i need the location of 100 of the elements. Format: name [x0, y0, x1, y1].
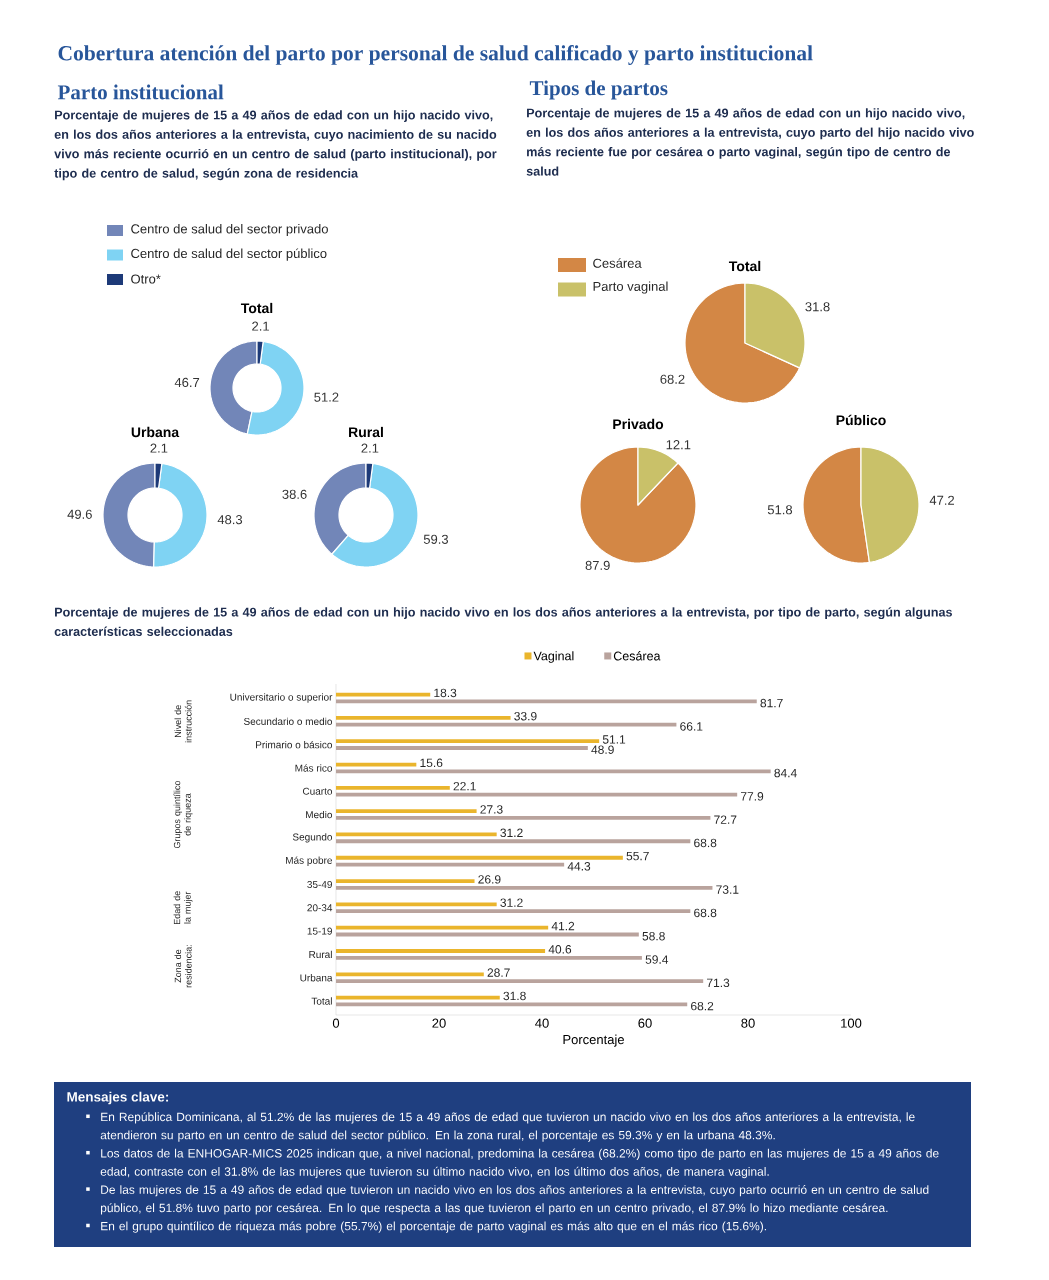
data-label: 71.3 — [707, 978, 730, 988]
legend-label: Cesárea — [593, 258, 642, 268]
chart-title: Porcentaje de mujeres de 15 a 49 años de edad con un hijo nacido vivo en los dos años anteriores a la entrevista, por tipo de parto, según algunas características seleccionadas — [54, 607, 952, 636]
bar — [336, 809, 477, 814]
y-tick-label: Secundario o medio — [243, 717, 333, 725]
data-label: 31.2 — [500, 828, 523, 837]
bar — [336, 699, 757, 704]
bar — [336, 909, 691, 914]
data-label: 73.1 — [716, 885, 739, 894]
chart-title: Total — [728, 260, 761, 272]
data-label: 81.7 — [760, 698, 783, 708]
data-label: 87.9 — [585, 560, 610, 570]
chart-title: Público — [836, 414, 886, 426]
text: En el grupo quintílico de riqueza más pobre (55.7%) el porcentaje de parto vaginal es más alto que en el más rico (15.6%). — [101, 1221, 766, 1233]
data-label: 38.6 — [282, 489, 307, 499]
data-label: 31.8 — [503, 991, 526, 1001]
data-label: 2.1 — [150, 443, 168, 453]
bar — [336, 785, 450, 790]
bar — [336, 885, 713, 890]
y-tick-label: Urbana — [300, 974, 333, 982]
text: Tipos de partos — [529, 80, 668, 100]
legend-label: Centro de salud del sector público — [131, 248, 327, 261]
y-tick-label: Primario o básico — [256, 740, 333, 749]
bar — [336, 769, 771, 774]
text: Zona de residencia: — [174, 945, 192, 988]
chart-title: Rural — [349, 426, 383, 438]
bar — [336, 816, 711, 820]
text: Mensajes clave: — [67, 1091, 169, 1105]
data-label: 58.8 — [642, 931, 665, 941]
data-label: 26.9 — [478, 875, 501, 884]
bar — [336, 716, 511, 720]
data-label: 15.6 — [420, 758, 443, 768]
data-label: 48.3 — [217, 515, 243, 525]
legend-label: Vaginal — [533, 651, 574, 663]
data-label: 55.7 — [626, 851, 649, 861]
y-tick-label: Total — [311, 997, 332, 1005]
text: Porcentaje de mujeres de 15 a 49 años de edad con un hijo nacido vivo, en los dos años anteriores a la entrevista, cuyo parto del hijo nacido vivo más reciente fue por cesárea o parto vaginal, según tipo de centro de salud — [526, 108, 974, 176]
data-label: 68.8 — [694, 838, 717, 848]
data-label: 12.1 — [666, 440, 691, 450]
y-tick-label: Más rico — [295, 764, 333, 772]
x-tick-label: 0 — [332, 1018, 340, 1028]
y-tick-label: 15-19 — [307, 927, 332, 935]
data-label: 51.2 — [314, 392, 339, 402]
chart-title: Privado — [613, 418, 664, 430]
data-label: 44.3 — [567, 862, 591, 871]
data-label: 2.1 — [361, 443, 379, 453]
legend-label: Centro de salud del sector privado — [131, 223, 328, 237]
data-label: 47.2 — [929, 495, 955, 505]
bar — [336, 839, 691, 844]
data-label: 84.4 — [774, 768, 797, 778]
y-tick-label: Rural — [309, 950, 332, 959]
text: Grupos quintílico de riqueza — [173, 780, 193, 849]
y-tick-label: Cuarto — [302, 787, 333, 795]
text: Edad de la mujer — [173, 891, 193, 925]
data-label: 18.3 — [434, 688, 457, 698]
bar — [336, 739, 600, 744]
y-tick-label: 20-34 — [307, 904, 333, 912]
data-label: 2.1 — [252, 321, 269, 331]
y-tick-label: Universitario o superior — [230, 693, 333, 703]
data-label: 59.4 — [645, 955, 669, 964]
data-label: 68.2 — [660, 374, 685, 384]
bar — [336, 972, 484, 977]
y-tick-label: 35-49 — [307, 880, 332, 889]
bar — [336, 855, 623, 860]
x-tick-label: 100 — [841, 1018, 862, 1028]
data-label: 51.8 — [767, 505, 793, 515]
legend-label: Cesárea — [613, 651, 661, 661]
legend-label: Otro* — [131, 274, 161, 284]
bar — [336, 925, 549, 930]
data-label: 72.7 — [714, 815, 737, 824]
data-label: 46.7 — [174, 377, 200, 388]
text: Total — [240, 302, 273, 314]
data-label: 48.9 — [591, 745, 614, 754]
data-label: 33.9 — [514, 711, 537, 721]
y-tick-label: Segundo — [292, 833, 333, 843]
y-tick-label: Medio — [306, 810, 333, 819]
data-label: 49.6 — [67, 509, 92, 519]
text: Los datos de la ENHOGAR-MICS 2025 indican que, a nivel nacional, predomina la cesárea (68.2%) como tipo de parto en las mujeres de 15 a 49 años de edad, contraste con el 31.8% de las mujeres que tuvieron su último nacido vivo, en los último dos años, de manera vaginal. — [100, 1148, 939, 1179]
bar — [336, 955, 642, 960]
x-tick-label: 20 — [432, 1018, 446, 1028]
x-tick-label: 60 — [638, 1018, 652, 1028]
data-label: 66.1 — [680, 722, 703, 731]
text: En República Dominicana, al 51.2% de las mujeres de 15 a 49 años de edad que tuvieron un nacido vivo en los dos años anteriores a la entrevista, le atendieron su parto en un centro de salud del sector público. En la zona rural, el porcentaje es 59.3% y en la urbana 48.3%. — [100, 1112, 915, 1142]
bar — [336, 949, 546, 953]
data-label: 31.2 — [500, 898, 523, 907]
bar — [336, 979, 704, 984]
data-label: 77.9 — [740, 792, 764, 801]
data-label: 59.3 — [423, 534, 449, 544]
x-axis-title: Porcentaje — [563, 1034, 624, 1047]
text: Nivel de instrucción — [174, 700, 192, 743]
data-label: 40.6 — [548, 945, 572, 954]
y-tick-label: Más pobre — [286, 856, 332, 866]
x-tick-label: 40 — [535, 1018, 549, 1028]
data-label: 68.8 — [694, 908, 717, 918]
legend-label: Parto vaginal — [593, 281, 668, 294]
text: Cobertura atención del parto por personal de salud calificado y parto institucional — [58, 45, 813, 65]
bar — [336, 792, 738, 797]
text: De las mujeres de 15 a 49 años de edad que tuvieron un nacido vivo en los dos años anteriores a la entrevista, cuyo parto ocurrió en un centro de salud público, el 51.8% tuvo parto por cesárea. En lo que respecta a las que tuvieron el parto en un centro privado, el 87.9% lo hizo mediante cesárea. — [100, 1185, 929, 1215]
data-label: 41.2 — [551, 921, 575, 931]
text: Porcentaje de mujeres de 15 a 49 años de edad con un hijo nacido vivo, en los dos años anteriores a la entrevista, cuyo nacimiento de su nacido vivo más reciente ocurrió en un centro de salud (parto institucional), por tipo de centro de salud, según zona de residencia — [54, 110, 497, 181]
